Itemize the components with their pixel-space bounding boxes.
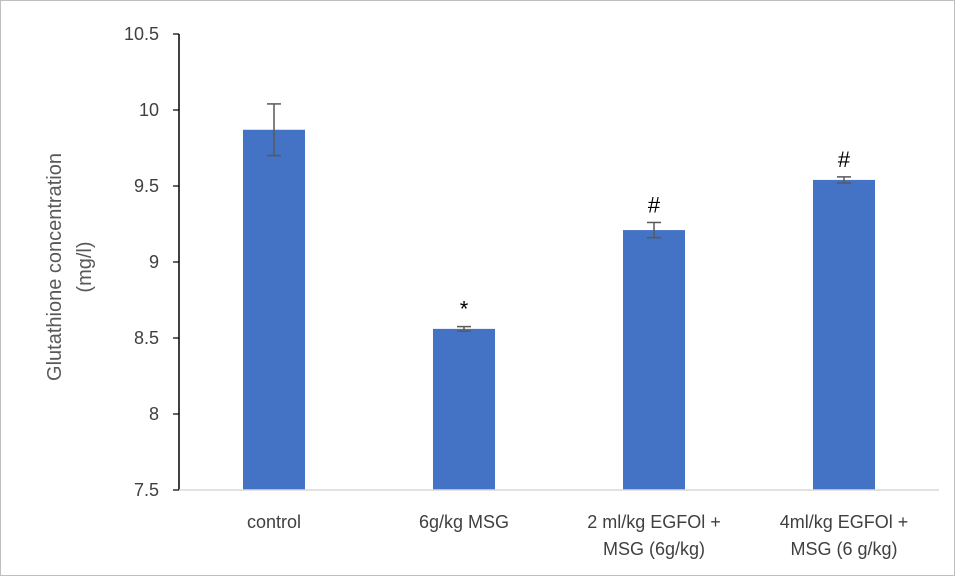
- y-axis-ticks: 7.5 8 8.5 9 9.5 10 10.5: [124, 24, 179, 500]
- y-axis-title: Glutathione concentration (mg/l): [44, 153, 96, 381]
- x-category-label: 6g/kg MSG: [419, 512, 509, 532]
- error-bars: [267, 103, 851, 332]
- x-axis-categories: control 6g/kg MSG 2 ml/kg EGFOl + MSG (6g/k…: [247, 512, 908, 559]
- y-tick-label: 10: [139, 100, 159, 120]
- bar: [433, 328, 495, 490]
- y-tick-label: 8: [149, 404, 159, 424]
- x-category-label: 2 ml/kg EGFOl +: [587, 512, 721, 532]
- bar: [623, 230, 685, 490]
- y-tick-label: 9: [149, 252, 159, 272]
- x-category-label: MSG (6 g/kg): [790, 539, 897, 559]
- significance-markers: * # #: [460, 147, 851, 322]
- y-tick-label: 7.5: [134, 480, 159, 500]
- bar: [813, 179, 875, 491]
- x-category-label: 4ml/kg EGFOl +: [780, 512, 909, 532]
- x-category-label: control: [247, 512, 301, 532]
- y-tick-label: 10.5: [124, 24, 159, 44]
- bar-series: [243, 129, 875, 491]
- significance-marker: #: [838, 147, 851, 172]
- y-axis-title-line: (mg/l): [74, 241, 96, 292]
- y-tick-label: 8.5: [134, 328, 159, 348]
- y-tick-label: 9.5: [134, 176, 159, 196]
- y-axis-title-line: Glutathione concentration: [44, 153, 66, 381]
- x-category-label: MSG (6g/kg): [603, 539, 705, 559]
- bar: [243, 129, 305, 490]
- significance-marker: *: [460, 297, 469, 322]
- significance-marker: #: [648, 192, 661, 217]
